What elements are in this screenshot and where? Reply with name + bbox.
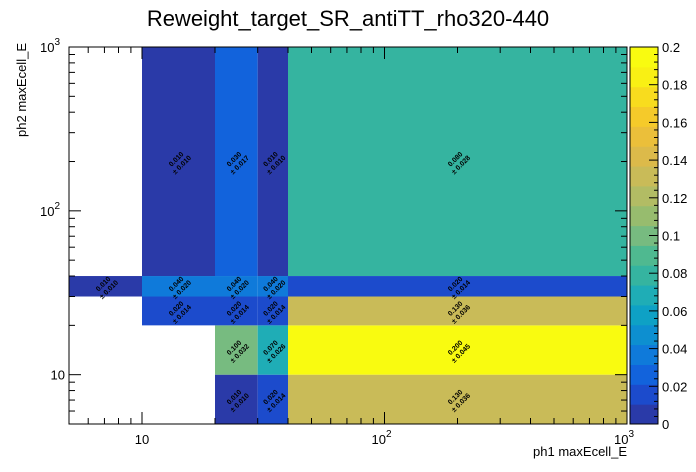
heatmap-cell bbox=[214, 276, 258, 297]
heatmap-cell bbox=[287, 374, 627, 424]
y-tick-label: 103 bbox=[40, 37, 60, 55]
colorbar-segment bbox=[630, 384, 658, 405]
colorbar: 0 0.02 0.04 0.06 0.08 0.1 0.12 0.14 0.16 0.18 0.2 bbox=[629, 40, 687, 432]
y-axis-label: ph2 maxEcell_E bbox=[14, 43, 29, 137]
colorbar-segment bbox=[630, 324, 658, 346]
colorbar-tick-label: 0.16 bbox=[662, 115, 687, 130]
colorbar-tick-label: 0.2 bbox=[662, 40, 680, 55]
colorbar-segment bbox=[630, 106, 658, 127]
axes-layer: 10 102 103 10 102 103 bbox=[40, 37, 634, 447]
heatmap-cell bbox=[287, 296, 627, 326]
y-tick-label: 102 bbox=[40, 201, 60, 219]
colorbar-segment bbox=[630, 47, 658, 68]
colorbar-segment bbox=[630, 166, 658, 187]
chart-title: Reweight_target_SR_antiTT_rho320-440 bbox=[147, 6, 549, 31]
x-axis-label: ph1 maxEcell_E bbox=[533, 444, 627, 459]
colorbar-segment bbox=[630, 344, 658, 365]
colorbar-tick-label: 0.08 bbox=[662, 266, 687, 281]
heatmap-cell bbox=[287, 47, 627, 277]
x-tick-label: 10 bbox=[135, 432, 149, 447]
colorbar-segment bbox=[630, 66, 658, 88]
colorbar-segment bbox=[630, 285, 658, 306]
heatmap-cell bbox=[214, 325, 258, 375]
colorbar-segment bbox=[630, 245, 658, 266]
plot-frame bbox=[68, 46, 628, 425]
heatmap-cell bbox=[287, 276, 627, 297]
colorbar-tick-label: 0.18 bbox=[662, 78, 687, 93]
heatmap-cell bbox=[257, 276, 288, 297]
colorbar-tick-label: 0.02 bbox=[662, 379, 687, 394]
colorbar-tick-label: 0.06 bbox=[662, 304, 687, 319]
heatmap-cell bbox=[141, 276, 215, 297]
colorbar-segment bbox=[630, 205, 658, 227]
x-tick-label: 102 bbox=[371, 429, 391, 447]
y-tick-label: 10 bbox=[51, 368, 65, 383]
cells-layer bbox=[69, 47, 627, 424]
heatmap-cell bbox=[214, 47, 258, 277]
colorbar-segment bbox=[630, 86, 658, 108]
heatmap-cell bbox=[214, 374, 258, 424]
colorbar-segment bbox=[630, 265, 658, 286]
heatmap-cell bbox=[287, 325, 627, 375]
colorbar-segment bbox=[630, 185, 658, 207]
colorbar-segment bbox=[630, 146, 658, 167]
heatmap-cell bbox=[257, 325, 288, 375]
heatmap-cell bbox=[141, 296, 215, 326]
x-tick-label: 103 bbox=[614, 429, 634, 447]
heatmap-cell bbox=[257, 374, 288, 424]
colorbar-segment bbox=[630, 364, 658, 385]
colorbar-segment bbox=[630, 404, 658, 425]
colorbar-tick-label: 0.12 bbox=[662, 191, 687, 206]
heatmap-cell bbox=[214, 296, 258, 326]
colorbar-segment bbox=[630, 126, 658, 147]
heatmap-cell bbox=[141, 47, 215, 277]
colorbar-tick-label: 0.1 bbox=[662, 229, 680, 244]
colorbar-tick-label: 0 bbox=[662, 417, 669, 432]
heatmap-cell bbox=[69, 276, 142, 297]
heatmap-cell bbox=[257, 296, 288, 326]
heatmap-cell bbox=[257, 47, 288, 277]
colorbar-segment bbox=[630, 225, 658, 246]
colorbar-tick-label: 0.14 bbox=[662, 153, 687, 168]
colorbar-segment bbox=[630, 304, 658, 326]
colorbar-tick-label: 0.04 bbox=[662, 342, 687, 357]
